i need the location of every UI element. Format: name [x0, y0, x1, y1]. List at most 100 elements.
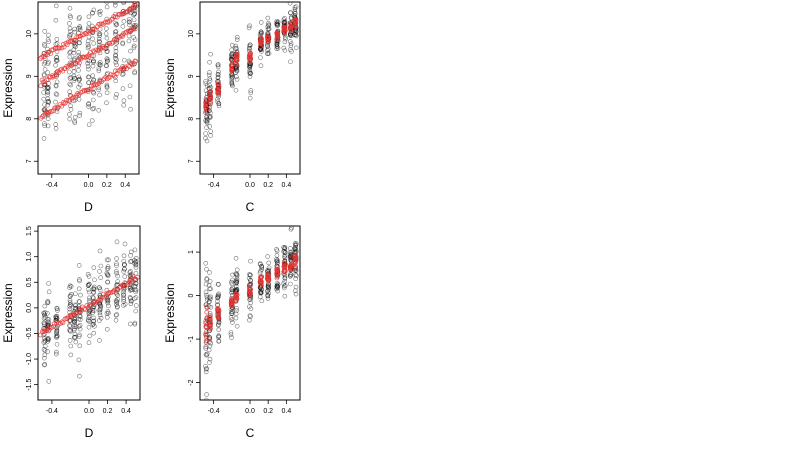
- observed-point: [229, 82, 235, 88]
- observed-point: [133, 303, 139, 308]
- observed-point: [127, 294, 133, 300]
- x-tick-label: -0.4: [208, 408, 220, 415]
- observed-point: [113, 45, 119, 51]
- observed-point: [206, 72, 212, 78]
- fitted-point: [90, 26, 96, 32]
- fitted-point: [293, 264, 299, 270]
- observed-point: [87, 298, 92, 303]
- y-tick-label: 1: [188, 250, 195, 254]
- fitted-point: [71, 61, 77, 66]
- observed-point: [91, 286, 97, 292]
- x-axis-title: D: [85, 426, 94, 440]
- fitted-point: [207, 325, 213, 331]
- observed-point: [120, 86, 126, 92]
- observed-point: [204, 266, 209, 272]
- observed-point: [86, 25, 91, 31]
- fitted-point: [234, 56, 240, 62]
- observed-point: [228, 315, 234, 320]
- observed-point: [115, 292, 120, 298]
- observed-point: [248, 88, 254, 93]
- observed-point: [207, 78, 213, 83]
- observed-point: [234, 74, 239, 80]
- observed-point: [53, 58, 59, 63]
- observed-point: [265, 293, 271, 299]
- observed-point: [234, 308, 239, 313]
- observed-point: [133, 289, 138, 295]
- observed-point: [133, 261, 139, 267]
- observed-point: [91, 290, 97, 295]
- observed-point: [207, 278, 213, 284]
- observed-point: [41, 96, 47, 102]
- observed-point: [53, 63, 58, 68]
- observed-point: [208, 51, 213, 57]
- observed-point: [287, 2, 293, 6]
- observed-point: [234, 287, 240, 292]
- observed-point: [121, 2, 126, 5]
- observed-point: [97, 39, 103, 45]
- observed-point: [67, 112, 72, 117]
- observed-point: [265, 296, 271, 301]
- observed-point: [90, 294, 96, 300]
- observed-point: [206, 299, 212, 304]
- observed-point: [67, 323, 73, 329]
- fitted-point: [85, 89, 91, 95]
- observed-point: [112, 2, 118, 5]
- observed-point: [86, 274, 92, 279]
- observed-point: [90, 97, 96, 103]
- observed-point: [233, 315, 239, 321]
- observed-point: [71, 73, 77, 79]
- observed-point: [203, 88, 209, 93]
- observed-point: [122, 274, 128, 279]
- observed-point: [274, 261, 280, 266]
- observed-point: [86, 80, 91, 85]
- observed-point: [114, 62, 119, 68]
- observed-point: [67, 285, 72, 290]
- fitted-point: [103, 19, 108, 25]
- y-tick-label: 0.5: [26, 277, 33, 287]
- observed-point: [230, 320, 235, 325]
- observed-point: [113, 22, 119, 28]
- fitted-point: [51, 108, 56, 114]
- observed-point: [203, 81, 209, 86]
- observed-point: [132, 69, 138, 75]
- fitted-point: [216, 307, 222, 313]
- observed-point: [283, 36, 288, 42]
- fitted-point: [127, 28, 133, 34]
- observed-point: [275, 281, 281, 287]
- fitted-point: [215, 84, 221, 89]
- observed-point: [86, 101, 91, 106]
- observed-point: [216, 103, 222, 109]
- observed-point: [42, 123, 48, 128]
- observed-point: [129, 298, 134, 304]
- observed-point: [97, 33, 103, 38]
- x-tick-label: 0.2: [102, 182, 112, 189]
- observed-point: [91, 315, 96, 321]
- observed-point: [76, 357, 82, 363]
- fitted-point: [257, 44, 263, 49]
- y-tick-label: 10: [188, 30, 195, 38]
- fitted-point: [281, 264, 287, 270]
- observed-point: [71, 69, 77, 74]
- x-axis-title: D: [84, 200, 93, 214]
- observed-point: [68, 284, 74, 289]
- fitted-point: [114, 71, 120, 76]
- observed-point: [104, 2, 110, 5]
- fitted-point: [119, 282, 125, 288]
- observed-point: [114, 92, 119, 97]
- observed-point: [42, 67, 48, 72]
- observed-point: [247, 67, 253, 73]
- observed-point: [53, 122, 58, 127]
- y-tick-label: 9: [26, 74, 33, 78]
- fitted-point: [293, 254, 299, 260]
- observed-point: [204, 138, 210, 144]
- fitted-point: [258, 278, 263, 284]
- observed-point: [105, 48, 110, 54]
- observed-point: [42, 355, 47, 361]
- observed-point: [90, 310, 96, 315]
- observed-point: [113, 317, 119, 323]
- observed-point: [67, 338, 73, 343]
- observed-point: [90, 73, 96, 79]
- observed-point: [203, 79, 208, 84]
- observed-point: [77, 277, 82, 282]
- observed-point: [122, 266, 127, 272]
